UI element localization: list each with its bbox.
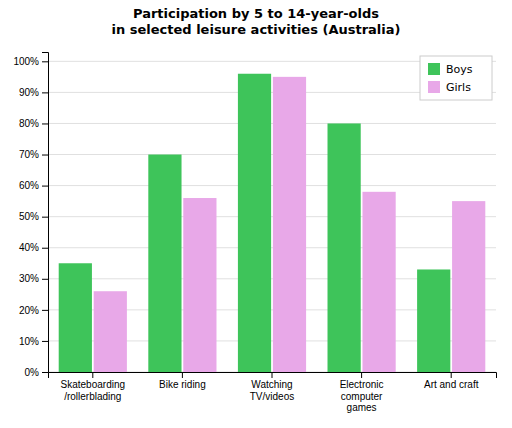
x-tick-mark [361,372,362,378]
legend-label: Boys [446,63,473,76]
x-tick: Bike riding [159,372,206,390]
grid-line [48,123,496,124]
bar [328,123,361,372]
bar [417,269,450,372]
y-tick-label: 60% [19,180,39,191]
y-tick-mark [42,217,48,218]
x-tick: WatchingTV/videos [250,372,294,402]
y-tick-label: 80% [19,118,39,129]
legend-label: Girls [446,81,471,94]
bar [183,198,216,372]
title: Participation by 5 to 14-year-oldsin sel… [112,6,401,37]
y-tick: 60% [19,180,48,191]
x-tick-label: Art and craft [424,379,479,390]
y-tick: 10% [19,336,48,347]
x-tick-label: Skateboarding/rollerblading [61,379,126,402]
grid-line [48,247,496,248]
x-tick-label: WatchingTV/videos [250,379,294,402]
y-tick: 0% [25,367,48,378]
x-tick: Art and craft [424,372,479,390]
y-tick: 90% [19,87,48,98]
bars [59,74,486,372]
grid-line [48,216,496,217]
y-tick: 20% [19,305,48,316]
chart: Participation by 5 to 14-year-oldsin sel… [0,0,512,428]
y-axis-line [42,53,49,373]
legend-swatch [428,63,440,75]
y-tick: 80% [19,118,48,129]
y-tick-label: 40% [19,242,39,253]
bar [238,74,271,372]
x-axis: Skateboarding/rollerblading Bike riding Wa… [49,372,497,413]
y-tick-mark [42,310,48,311]
y-tick-mark [42,186,48,187]
y-tick-mark [42,61,48,62]
y-tick-mark [42,92,48,93]
y-tick-mark [42,123,48,124]
bar-series [94,77,486,372]
y-tick-label: 70% [19,149,39,160]
y-tick-label: 100% [13,56,39,67]
y-tick-label: 0% [25,367,40,378]
y-tick-label: 90% [19,87,39,98]
y-axis: 0% 10% 20% 30% 40% 50% 60% 70% 80% 90% 100% [13,53,48,378]
legend-swatch [428,81,440,93]
y-tick-label: 20% [19,305,39,316]
y-tick: 40% [19,242,48,253]
y-tick: 100% [13,56,48,67]
grid [48,61,496,372]
y-tick-label: 10% [19,336,39,347]
legend-item: Girls [428,81,471,94]
bar [362,192,395,372]
y-tick-mark [42,155,48,156]
x-tick-label: Bike riding [159,379,206,390]
y-tick: 50% [19,211,48,222]
bar-series [59,74,451,372]
legend: Boys Girls [420,56,492,100]
x-tick-mark [272,372,273,378]
y-tick: 70% [19,149,48,160]
x-tick-mark [451,372,452,378]
x-axis-line [49,373,497,379]
plot: 0% 10% 20% 30% 40% 50% 60% 70% 80% 90% 100% Skatebo… [13,53,496,414]
grid-line [48,185,496,186]
bar [59,263,92,372]
x-tick-mark [92,372,93,378]
grid-line [48,154,496,155]
y-tick-mark [42,372,48,373]
y-tick-mark [42,248,48,249]
x-tick: Skateboarding/rollerblading [61,372,126,402]
bar [452,201,485,372]
y-tick: 30% [19,273,48,284]
y-tick-label: 30% [19,273,39,284]
y-tick-label: 50% [19,211,39,222]
legend-item: Boys [428,63,473,76]
bar [94,291,127,372]
y-tick-mark [42,279,48,280]
x-tick: Electroniccomputergames [340,372,384,413]
bar [273,77,306,372]
y-tick-mark [42,341,48,342]
x-tick-label: Electroniccomputergames [340,379,384,413]
bar [148,155,181,372]
legend-box [420,56,492,100]
x-tick-mark [182,372,183,378]
